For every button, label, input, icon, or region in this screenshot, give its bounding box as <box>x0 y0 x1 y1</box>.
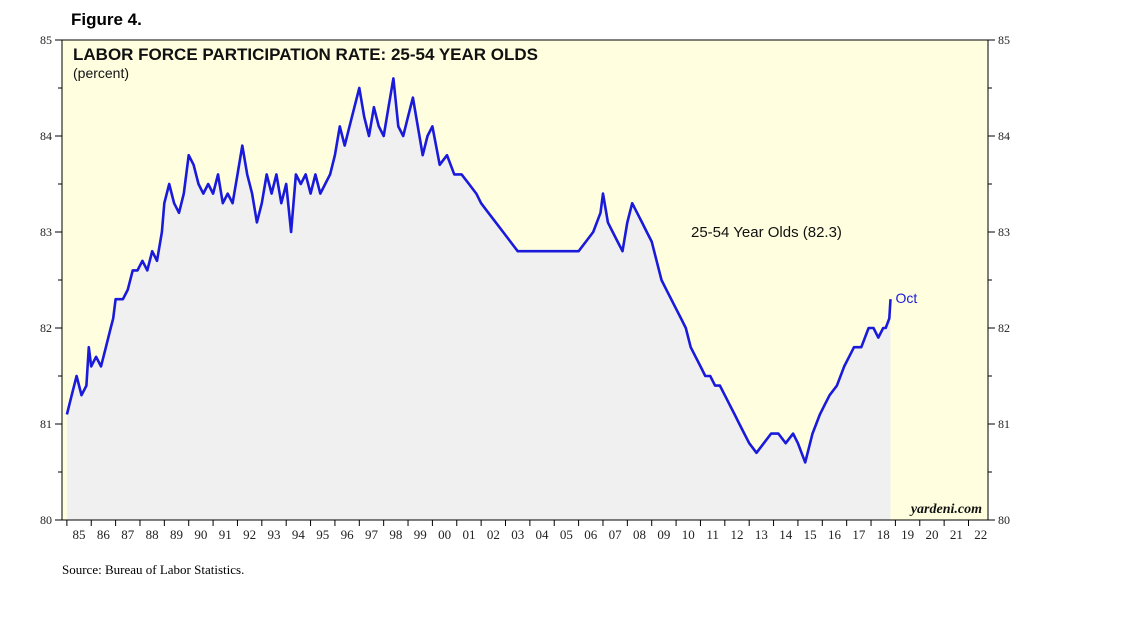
x-tick-label: 90 <box>194 527 207 542</box>
y-tick-label-left: 80 <box>40 513 52 527</box>
x-tick-label: 20 <box>925 527 938 542</box>
x-tick-label: 22 <box>974 527 987 542</box>
x-tick-label: 14 <box>779 527 793 542</box>
x-tick-label: 98 <box>389 527 402 542</box>
y-tick-label-right: 82 <box>998 321 1010 335</box>
end-label: Oct <box>896 290 918 306</box>
x-tick-label: 15 <box>804 527 817 542</box>
x-tick-label: 89 <box>170 527 183 542</box>
x-tick-label: 97 <box>365 527 379 542</box>
x-tick-label: 10 <box>682 527 695 542</box>
chart-title: LABOR FORCE PARTICIPATION RATE: 25-54 YE… <box>73 45 538 64</box>
series-line-25-54 <box>65 77 892 464</box>
x-tick-label: 85 <box>73 527 86 542</box>
x-tick-label: 18 <box>877 527 890 542</box>
y-tick-label-left: 85 <box>40 33 52 47</box>
x-tick-label: 03 <box>511 527 524 542</box>
x-tick-label: 05 <box>560 527 573 542</box>
x-tick-label: 08 <box>633 527 646 542</box>
source-note: Source: Bureau of Labor Statistics. <box>62 562 245 577</box>
y-tick-label-right: 84 <box>998 129 1010 143</box>
y-tick-label-left: 83 <box>40 225 52 239</box>
y-tick-label-right: 81 <box>998 417 1010 431</box>
x-tick-label: 96 <box>341 527 355 542</box>
x-tick-label: 88 <box>146 527 159 542</box>
x-tick-label: 93 <box>268 527 281 542</box>
x-tick-label: 07 <box>609 527 623 542</box>
y-tick-label-left: 81 <box>40 417 52 431</box>
watermark: yardeni.com <box>909 502 982 517</box>
x-tick-label: 94 <box>292 527 306 542</box>
x-tick-label: 99 <box>414 527 427 542</box>
x-axis: 85 86 87 88 89 90 91 92 93 94 95 96 97 98 99 00 01 02 03 04… <box>66 520 987 542</box>
x-tick-label: 19 <box>901 527 914 542</box>
x-tick-label: 12 <box>731 527 744 542</box>
x-tick-label: 06 <box>584 527 598 542</box>
x-tick-label: 21 <box>950 527 963 542</box>
x-tick-label: 95 <box>316 527 329 542</box>
x-tick-label: 86 <box>97 527 111 542</box>
y-tick-label-left: 84 <box>40 129 52 143</box>
chart-subtitle: (percent) <box>73 65 129 81</box>
area-under-line <box>66 78 891 521</box>
x-tick-label: 09 <box>657 527 670 542</box>
y-tick-label-right: 85 <box>998 33 1010 47</box>
x-tick-label: 16 <box>828 527 842 542</box>
x-tick-label: 17 <box>852 527 866 542</box>
y-tick-label-right: 83 <box>998 225 1010 239</box>
y-axis-left: 80 81 82 83 84 85 <box>40 33 62 527</box>
x-tick-label: 11 <box>706 527 719 542</box>
y-axis-right: 80 81 82 83 84 85 <box>988 33 1010 527</box>
y-tick-label-left: 82 <box>40 321 52 335</box>
series-annotation: 25-54 Year Olds (82.3) <box>691 224 842 241</box>
x-tick-label: 13 <box>755 527 768 542</box>
x-tick-label: 91 <box>219 527 232 542</box>
x-tick-label: 00 <box>438 527 451 542</box>
x-tick-label: 01 <box>462 527 475 542</box>
figure-label: Figure 4. <box>71 10 142 29</box>
x-tick-label: 04 <box>536 527 550 542</box>
x-tick-label: 92 <box>243 527 256 542</box>
x-tick-label: 02 <box>487 527 500 542</box>
x-tick-label: 87 <box>121 527 135 542</box>
y-tick-label-right: 80 <box>998 513 1010 527</box>
